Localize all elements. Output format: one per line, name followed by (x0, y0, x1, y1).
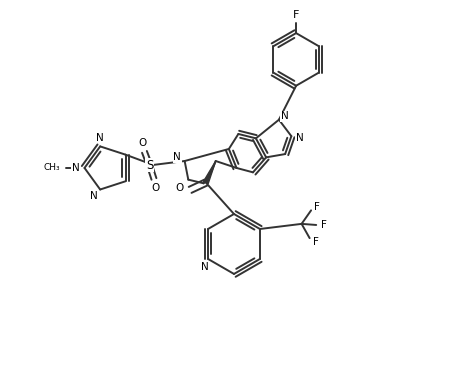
Text: O: O (176, 183, 184, 193)
Text: O: O (152, 183, 160, 193)
Text: S: S (146, 159, 153, 172)
Text: N: N (281, 111, 289, 121)
Text: F: F (313, 237, 319, 247)
Text: N: N (201, 262, 208, 272)
Text: CH₃: CH₃ (43, 164, 60, 173)
Text: N: N (96, 133, 104, 142)
Text: O: O (138, 138, 147, 148)
Text: N: N (174, 152, 181, 162)
Text: N: N (90, 191, 97, 201)
Text: F: F (320, 220, 326, 230)
Text: F: F (293, 10, 299, 20)
Text: N: N (72, 163, 80, 173)
Text: F: F (314, 202, 320, 212)
Text: N: N (296, 133, 303, 143)
Polygon shape (203, 161, 216, 184)
